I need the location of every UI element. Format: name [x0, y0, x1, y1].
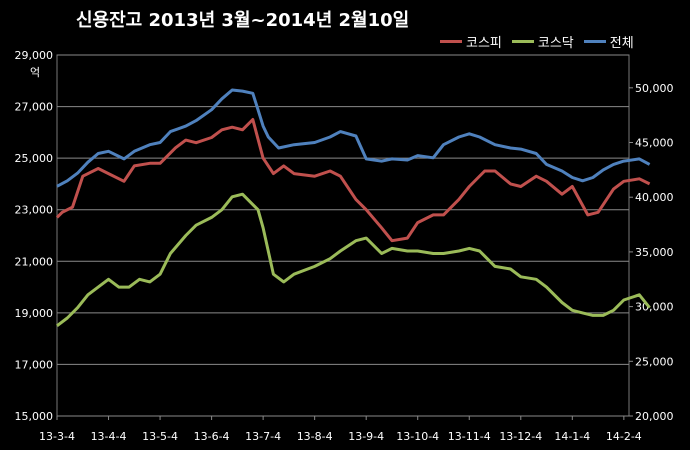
- x-tick-label: 13-4-4: [91, 430, 127, 443]
- y-right-tick-label: 30,000: [635, 301, 674, 314]
- x-tick-label: 13-10-4: [396, 430, 439, 443]
- x-tick-label: 13-12-4: [499, 430, 542, 443]
- y-right-tick-label: 20,000: [635, 410, 674, 423]
- legend-label: 코스닥: [537, 36, 574, 51]
- y-right-tick-label: 25,000: [635, 355, 674, 368]
- y-right-tick-label: 50,000: [635, 82, 674, 95]
- y-left-tick-label: 21,000: [15, 255, 54, 268]
- legend-item: 코스피: [440, 32, 502, 51]
- x-tick-label: 13-8-4: [297, 430, 333, 443]
- legend-item: 전체: [583, 32, 634, 51]
- chart-title: 신용잔고 2013년 3월~2014년 2월10일: [76, 10, 410, 31]
- legend: 코스피 코스닥 전체: [440, 32, 634, 51]
- legend-label: 전체: [609, 36, 634, 51]
- y-left-tick-label: 25,000: [15, 152, 54, 165]
- x-tick-label: 13-3-4: [39, 430, 75, 443]
- x-tick-label: 13-11-4: [448, 430, 491, 443]
- y-left-tick-label: 15,000: [15, 410, 54, 423]
- y-left-tick-label: 27,000: [15, 101, 54, 114]
- legend-swatch: [440, 40, 462, 43]
- legend-swatch: [511, 40, 534, 43]
- y-left-tick-label: 19,000: [15, 307, 54, 320]
- x-tick-label: 13-7-4: [245, 430, 281, 443]
- y-right-tick-label: 35,000: [635, 246, 674, 259]
- x-tick-label: 13-9-4: [348, 430, 384, 443]
- series-line: [56, 192, 651, 327]
- x-tick-label: 13-6-4: [194, 430, 230, 443]
- x-tick-label: 13-5-4: [142, 430, 178, 443]
- y-left-tick-label: 17,000: [15, 358, 54, 371]
- y-left-tick-label: 29,000: [15, 49, 54, 62]
- plot-border: [56, 54, 630, 417]
- x-tick-label: 14-2-4: [606, 430, 642, 443]
- y-left-tick-label: 23,000: [15, 204, 54, 217]
- y-right-tick-label: 40,000: [635, 191, 674, 204]
- series-line: [56, 88, 651, 188]
- series-line: [55, 118, 651, 243]
- legend-swatch: [583, 40, 606, 43]
- y-unit-label: 억: [30, 66, 41, 79]
- legend-label: 코스피: [466, 36, 502, 51]
- x-tick-label: 14-1-4: [554, 430, 590, 443]
- legend-item: 코스닥: [511, 32, 574, 51]
- y-right-tick-label: 45,000: [635, 137, 674, 150]
